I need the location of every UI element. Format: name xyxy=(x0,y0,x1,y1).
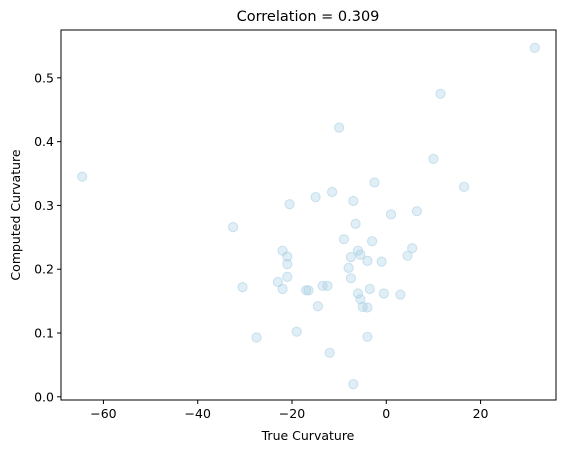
data-point xyxy=(334,122,345,133)
points-layer xyxy=(77,42,540,390)
data-point xyxy=(369,177,380,188)
data-point xyxy=(282,259,293,270)
data-point xyxy=(355,249,366,260)
data-point xyxy=(284,199,295,210)
y-tick-label: 0.5 xyxy=(34,70,54,85)
data-point xyxy=(343,262,354,273)
data-point xyxy=(352,288,364,299)
data-point xyxy=(362,255,373,266)
data-point xyxy=(324,347,335,358)
x-tick-label: −60 xyxy=(90,406,116,421)
x-tick-label: 0 xyxy=(382,406,390,421)
data-point xyxy=(355,294,366,305)
data-point xyxy=(348,195,359,207)
data-point xyxy=(251,332,262,343)
data-point xyxy=(291,326,302,337)
plot-frame xyxy=(60,29,557,401)
data-point xyxy=(272,276,283,288)
data-point xyxy=(367,236,378,247)
data-point xyxy=(402,250,413,261)
x-axis-ticks: −60 −40 −20 0 20 xyxy=(90,400,489,421)
data-point xyxy=(376,256,387,267)
data-point xyxy=(428,153,439,164)
data-point xyxy=(282,271,293,282)
y-tick-label: 0.1 xyxy=(34,326,54,341)
x-tick-label: −40 xyxy=(185,406,211,421)
data-point xyxy=(301,285,312,296)
y-tick-label: 0.3 xyxy=(34,198,54,213)
data-point xyxy=(77,171,88,182)
data-point xyxy=(407,243,418,254)
y-tick-label: 0.0 xyxy=(34,389,54,404)
data-point xyxy=(348,379,359,390)
data-point xyxy=(362,302,373,313)
data-point xyxy=(228,222,239,233)
data-point xyxy=(378,288,389,299)
data-point xyxy=(411,206,422,217)
x-tick-label: −20 xyxy=(279,406,305,421)
data-point xyxy=(312,301,323,312)
data-point xyxy=(345,252,356,263)
data-point xyxy=(435,88,446,99)
data-point xyxy=(345,273,356,284)
chart-title: Correlation = 0.309 xyxy=(237,9,380,25)
data-point xyxy=(327,186,338,198)
y-axis-label: Computed Curvature xyxy=(8,149,23,280)
x-axis-label: True Curvature xyxy=(261,428,355,443)
data-point xyxy=(282,251,293,262)
data-point xyxy=(362,331,373,342)
x-tick-label: 20 xyxy=(473,406,489,421)
data-point xyxy=(350,218,361,229)
data-point xyxy=(385,209,397,220)
data-point xyxy=(338,234,349,245)
data-point xyxy=(459,181,470,192)
data-point xyxy=(310,192,321,203)
data-point xyxy=(395,289,406,300)
data-point xyxy=(364,283,375,295)
data-point xyxy=(303,285,314,296)
data-point xyxy=(237,282,248,293)
y-tick-label: 0.2 xyxy=(34,262,54,277)
data-point xyxy=(277,283,288,295)
y-tick-label: 0.4 xyxy=(34,134,54,149)
y-axis-ticks: 0.0 0.1 0.2 0.3 0.4 0.5 xyxy=(34,70,61,404)
data-point xyxy=(322,280,333,291)
data-point xyxy=(529,42,540,54)
